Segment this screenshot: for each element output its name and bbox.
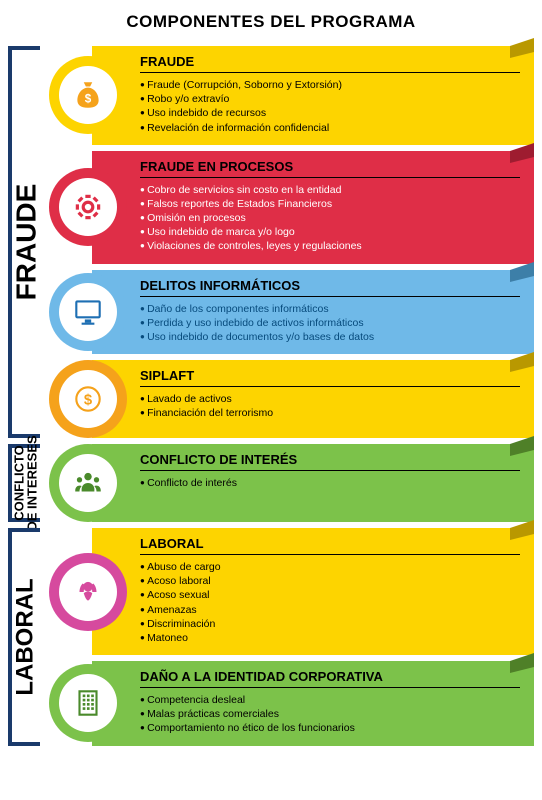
card-icon-wrap: [44, 528, 132, 655]
card-body: DELITOS INFORMÁTICOS Daño de los componen…: [92, 270, 534, 355]
card-items: Daño de los componentes informáticosPerd…: [140, 302, 520, 345]
section: CONFLICTODE INTERESES CONFLICTO DE INTERÉ…: [8, 444, 534, 522]
card-body: FRAUDE Fraude (Corrupción, Soborno y Exto…: [92, 46, 534, 145]
cards: CONFLICTO DE INTERÉS Conflicto de interés: [44, 444, 534, 522]
card: DAÑO A LA IDENTIDAD CORPORATIVA Competenc…: [44, 661, 534, 746]
section-label-text: FRAUDE: [12, 184, 40, 301]
icon-inner: $: [59, 370, 117, 428]
card-item: Robo y/o extravío: [140, 92, 520, 106]
monitor-icon: [49, 273, 127, 351]
card-icon-wrap: [44, 270, 132, 355]
card-heading: LABORAL: [140, 536, 520, 555]
icon-inner: [59, 283, 117, 341]
people-icon: [49, 444, 127, 522]
section-label: CONFLICTODE INTERESES: [8, 444, 40, 522]
card-item: Violaciones de controles, leyes y regula…: [140, 239, 520, 253]
gear-icon: [49, 168, 127, 246]
card-icon-wrap: [44, 151, 132, 264]
card-item: Acoso sexual: [140, 588, 520, 602]
card-item: Uso indebido de recursos: [140, 106, 520, 120]
card-icon-wrap: $: [44, 360, 132, 438]
card-item: Acoso laboral: [140, 574, 520, 588]
ribbon-fold: [510, 653, 540, 673]
card-items: Abuso de cargoAcoso laboralAcoso sexualA…: [140, 560, 520, 645]
section-label: FRAUDE: [8, 46, 40, 438]
card-body: LABORAL Abuso de cargoAcoso laboralAcoso …: [92, 528, 534, 655]
card-body: SIPLAFT Lavado de activosFinanciación del…: [92, 360, 534, 438]
card: LABORAL Abuso de cargoAcoso laboralAcoso …: [44, 528, 534, 655]
card-heading: CONFLICTO DE INTERÉS: [140, 452, 520, 471]
card-item: Matoneo: [140, 631, 520, 645]
card-body: FRAUDE EN PROCESOS Cobro de servicios sin…: [92, 151, 534, 264]
card: FRAUDE EN PROCESOS Cobro de servicios sin…: [44, 151, 534, 264]
icon-inner: $: [59, 66, 117, 124]
card-body: DAÑO A LA IDENTIDAD CORPORATIVA Competenc…: [92, 661, 534, 746]
svg-text:$: $: [84, 392, 93, 408]
card-item: Revelación de información confidencial: [140, 121, 520, 135]
card-item: Fraude (Corrupción, Soborno y Extorsión): [140, 78, 520, 92]
card-item: Malas prácticas comerciales: [140, 707, 520, 721]
dollar-icon: $: [49, 360, 127, 438]
card-item: Lavado de activos: [140, 392, 520, 406]
card-heading: FRAUDE EN PROCESOS: [140, 159, 520, 178]
cards: $ FRAUDE Fraude (Corrupción, Soborno y Ext…: [44, 46, 534, 438]
card-item: Cobro de servicios sin costo en la entid…: [140, 183, 520, 197]
card-items: Lavado de activosFinanciación del terror…: [140, 392, 520, 420]
card-icon-wrap: [44, 444, 132, 522]
section-label-text: CONFLICTODE INTERESES: [13, 435, 39, 530]
card-heading: FRAUDE: [140, 54, 520, 73]
building-icon: [49, 664, 127, 742]
ribbon-fold: [510, 143, 540, 163]
woman-icon: [49, 553, 127, 631]
card-item: Competencia desleal: [140, 693, 520, 707]
card-heading: DAÑO A LA IDENTIDAD CORPORATIVA: [140, 669, 520, 688]
ribbon-fold: [510, 352, 540, 372]
card-item: Amenazas: [140, 603, 520, 617]
card-item: Uso indebido de marca y/o logo: [140, 225, 520, 239]
card-item: Discriminación: [140, 617, 520, 631]
ribbon-fold: [510, 436, 540, 456]
section-label-text: LABORAL: [14, 578, 38, 695]
card-body: CONFLICTO DE INTERÉS Conflicto de interés: [92, 444, 534, 522]
ribbon-fold: [510, 520, 540, 540]
ribbon-fold: [510, 262, 540, 282]
card-items: Cobro de servicios sin costo en la entid…: [140, 183, 520, 254]
card-item: Perdida y uso indebido de activos inform…: [140, 316, 520, 330]
card-items: Competencia deslealMalas prácticas comer…: [140, 693, 520, 736]
icon-inner: [59, 454, 117, 512]
icon-inner: [59, 674, 117, 732]
card-item: Uso indebido de documentos y/o bases de …: [140, 330, 520, 344]
card-item: Financiación del terrorismo: [140, 406, 520, 420]
card-item: Conflicto de interés: [140, 476, 520, 490]
card-item: Daño de los componentes informáticos: [140, 302, 520, 316]
icon-inner: [59, 178, 117, 236]
card-items: Conflicto de interés: [140, 476, 520, 490]
card-item: Comportamiento no ético de los funcionar…: [140, 721, 520, 735]
card: CONFLICTO DE INTERÉS Conflicto de interés: [44, 444, 534, 522]
section: LABORAL LABORAL Abuso de cargoAcoso labora…: [8, 528, 534, 746]
svg-text:$: $: [85, 93, 92, 106]
page-title: COMPONENTES DEL PROGRAMA: [8, 12, 534, 32]
moneybag-icon: $: [49, 56, 127, 134]
section-label: LABORAL: [8, 528, 40, 746]
card-item: Abuso de cargo: [140, 560, 520, 574]
ribbon-fold: [510, 38, 540, 58]
card: $ SIPLAFT Lavado de activosFinanciación de…: [44, 360, 534, 438]
card-item: Omisión en procesos: [140, 211, 520, 225]
cards: LABORAL Abuso de cargoAcoso laboralAcoso …: [44, 528, 534, 746]
card-icon-wrap: $: [44, 46, 132, 145]
sections-container: FRAUDE $ FRAUDE Fraude (Corrupción, Soborno…: [8, 46, 534, 746]
card-heading: SIPLAFT: [140, 368, 520, 387]
card-heading: DELITOS INFORMÁTICOS: [140, 278, 520, 297]
card-item: Falsos reportes de Estados Financieros: [140, 197, 520, 211]
section: FRAUDE $ FRAUDE Fraude (Corrupción, Soborno…: [8, 46, 534, 438]
card: DELITOS INFORMÁTICOS Daño de los componen…: [44, 270, 534, 355]
card-icon-wrap: [44, 661, 132, 746]
card-items: Fraude (Corrupción, Soborno y Extorsión)…: [140, 78, 520, 135]
card: $ FRAUDE Fraude (Corrupción, Soborno y Ext…: [44, 46, 534, 145]
icon-inner: [59, 563, 117, 621]
